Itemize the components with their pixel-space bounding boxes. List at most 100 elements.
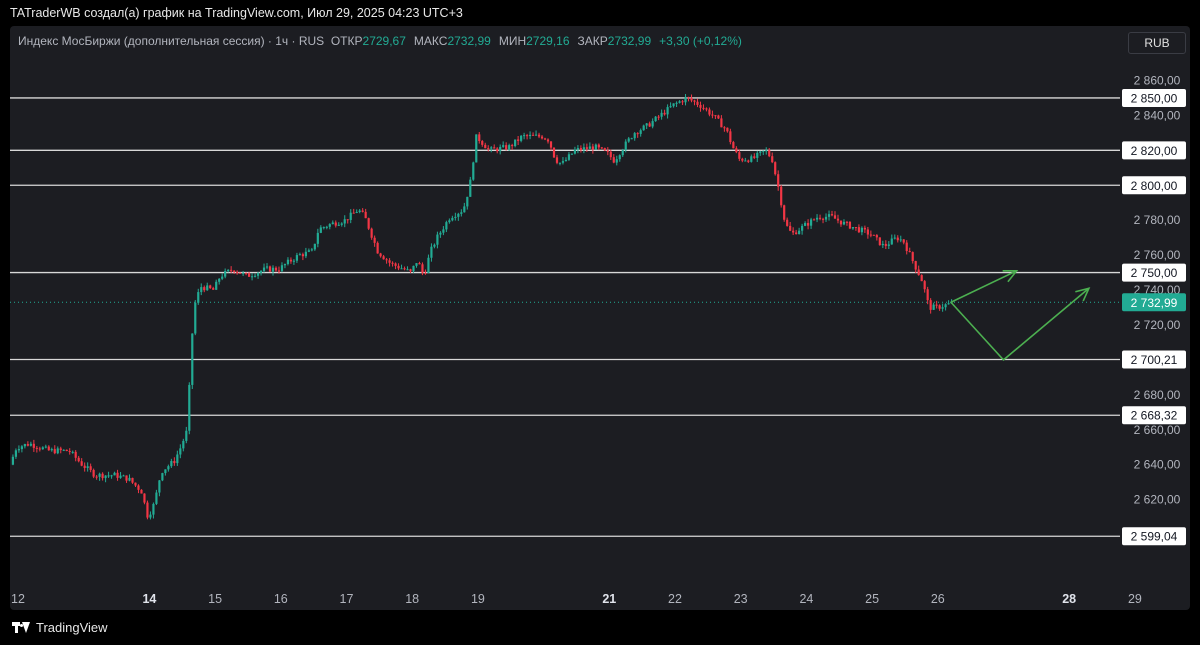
candle [735,148,738,153]
candle [642,125,645,131]
candle [848,221,852,229]
candle [152,503,155,515]
candle [597,144,600,148]
candle [65,449,68,452]
candle [579,148,583,151]
candle [394,263,397,266]
candle [714,115,717,117]
candle [122,475,125,477]
candle [920,275,923,282]
candle [403,268,406,270]
candle [343,219,346,224]
candle [379,253,382,257]
candle [511,145,514,147]
price-axis: 2 860,002 840,002 780,002 760,002 740,00… [1122,73,1186,546]
candle [373,237,376,243]
candle [89,466,92,470]
candle [615,159,618,163]
candle [301,254,304,257]
candle [869,234,872,236]
open-value: 2729,67 [362,34,406,48]
low-label: МИН [498,34,527,48]
time-tick-label: 15 [208,592,222,606]
candle [896,237,899,241]
candle [756,152,759,158]
candle [415,263,418,266]
candle [239,272,242,274]
candle [146,502,149,518]
candle [508,145,511,150]
candle [116,472,119,478]
candle [388,260,391,263]
candle [233,270,236,272]
level-lines [10,97,1120,537]
candle [591,146,594,150]
candle [176,454,179,464]
candle [292,260,296,262]
candle [346,219,349,221]
candle [95,476,98,478]
candle [762,150,765,152]
time-tick-label: 22 [668,592,682,606]
candle [528,134,532,136]
candle [786,219,789,226]
candle [367,218,370,229]
candle [923,281,926,290]
time-tick-label: 17 [340,592,354,606]
candle [355,211,358,213]
candle [445,222,448,230]
level-label-box [1122,263,1186,282]
footer-brand[interactable]: TradingView [12,620,108,635]
candle [502,145,505,147]
candle [651,121,654,127]
time-axis: 1214151617181921222324252628293031 [11,592,1142,606]
candle [523,135,526,137]
candle [654,116,657,122]
candle [316,232,319,244]
candle [484,144,487,149]
candle [433,244,436,247]
candle [427,257,430,273]
candle [824,216,828,220]
candle [657,116,660,118]
candle [588,146,591,149]
candle [337,224,340,226]
price-tick-label: 2 860,00 [1134,73,1181,87]
candle [938,305,941,309]
candle [454,216,457,218]
candle [23,444,26,447]
open-label: ОТКР [330,34,363,48]
price-tick-label: 2 680,00 [1134,388,1181,402]
candlestick-chart[interactable]: 2 860,002 840,002 780,002 760,002 740,00… [10,26,1190,610]
candle [161,473,164,481]
candle [636,133,639,135]
candle [537,134,541,137]
last-price-label-box [1122,293,1186,312]
candle [600,147,603,149]
price-tick-label: 2 720,00 [1134,318,1181,332]
candle [699,104,702,108]
candle [806,223,810,226]
candle [215,281,218,290]
time-tick-label: 23 [734,592,748,606]
candle [741,158,744,161]
candle [358,210,361,212]
currency-button[interactable]: RUB [1128,32,1186,54]
candle [80,461,83,466]
candle [738,152,741,159]
candle [693,100,696,102]
candle [570,153,574,155]
level-label: 2 750,00 [1131,266,1178,280]
chart-panel[interactable]: 2 860,00 2 840,00 2 780,00 2 760,00 2 740,00… [10,26,1190,610]
price-tick-label: 2 660,00 [1134,423,1181,437]
candle [230,269,233,271]
candle [639,130,642,134]
time-tick-label: 18 [405,592,419,606]
candle [221,276,224,279]
candle [804,223,807,226]
candle [645,123,648,126]
candle [911,252,914,262]
candle [218,278,221,282]
time-tick-label: 12 [11,592,25,606]
candle [319,227,322,233]
